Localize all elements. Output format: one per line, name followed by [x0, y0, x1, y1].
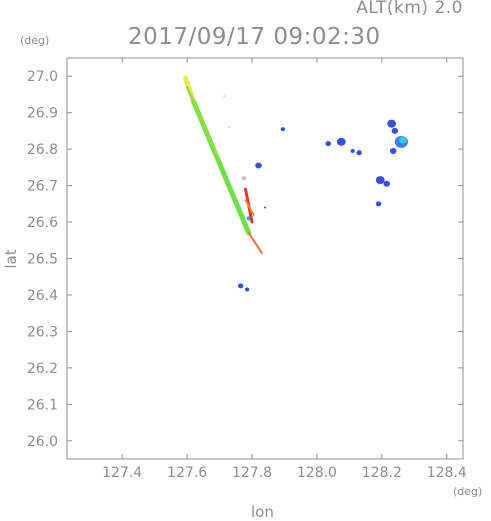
x-tick-label: 128.0: [297, 465, 337, 481]
echo-cell: [375, 176, 385, 185]
echo-band: [247, 232, 263, 254]
x-tick-label: 127.6: [167, 465, 207, 481]
y-tick-label: 26.4: [27, 288, 58, 304]
echo-cell: [356, 150, 362, 156]
x-tick-label: 127.4: [102, 465, 142, 481]
y-tick-label: 27.0: [27, 69, 58, 85]
echo-cell: [399, 136, 407, 144]
y-tick-label: 26.5: [27, 252, 58, 268]
echo-cell: [387, 119, 396, 128]
echo-cell: [244, 287, 250, 292]
x-axis-unit: (deg): [453, 485, 483, 498]
echo-cell: [255, 162, 262, 169]
altitude-label: ALT(km) 2.0: [356, 0, 463, 18]
y-axis-unit: (deg): [20, 34, 50, 47]
y-tick-label: 26.6: [27, 215, 58, 231]
timestamp-title: 2017/09/17 09:02:30: [128, 24, 381, 50]
echo-cell: [389, 147, 397, 154]
x-tick-label: 128.4: [427, 465, 467, 481]
x-axis-ticks: 127.4 127.6 127.8 128.0 128.2 128.4: [102, 58, 467, 481]
echo-cell: [280, 127, 286, 132]
echo-band: [185, 85, 221, 162]
y-tick-label: 26.8: [27, 142, 58, 158]
echo-band: [244, 199, 255, 216]
plot-border: [66, 57, 464, 460]
y-tick-label: 26.2: [27, 361, 58, 377]
y-tick-label: 26.7: [27, 179, 58, 195]
x-tick-label: 128.2: [362, 465, 402, 481]
x-axis-title: lon: [251, 503, 274, 521]
echo-cell: [223, 95, 226, 98]
echo-cell: [350, 148, 355, 153]
echo-cell: [228, 126, 231, 129]
echo-cell: [383, 180, 391, 187]
y-axis-title: lat: [2, 249, 20, 269]
y-tick-label: 26.3: [27, 324, 58, 340]
echo-cell: [325, 141, 332, 147]
axes-frame: [66, 57, 464, 460]
y-axis-ticks: 26.0 26.1 26.2 26.3 26.4 26.5 26.6 26.7 26.8 26.9…: [27, 69, 463, 450]
echo-cell: [246, 216, 251, 221]
echo-cell: [263, 206, 267, 209]
echo-layer: [183, 75, 408, 292]
echo-cell: [391, 127, 399, 134]
y-tick-label: 26.0: [27, 434, 58, 450]
y-tick-label: 26.9: [27, 106, 58, 122]
echo-cell: [375, 201, 382, 207]
echo-cell: [241, 176, 247, 181]
echo-cell: [237, 283, 244, 289]
x-tick-label: 127.8: [232, 465, 272, 481]
y-tick-label: 26.1: [27, 397, 58, 413]
echo-cell: [336, 137, 346, 146]
